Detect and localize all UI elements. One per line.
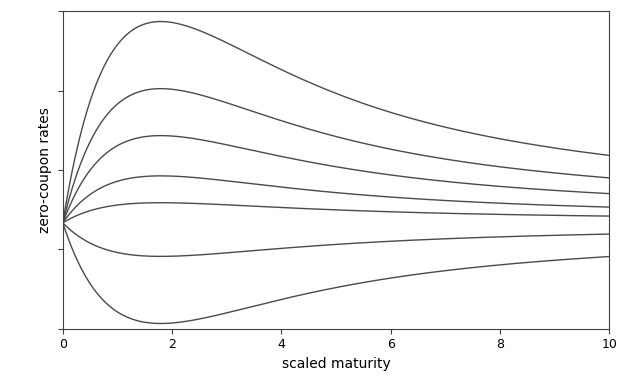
X-axis label: scaled maturity: scaled maturity: [281, 357, 391, 371]
Y-axis label: zero-coupon rates: zero-coupon rates: [38, 107, 52, 233]
